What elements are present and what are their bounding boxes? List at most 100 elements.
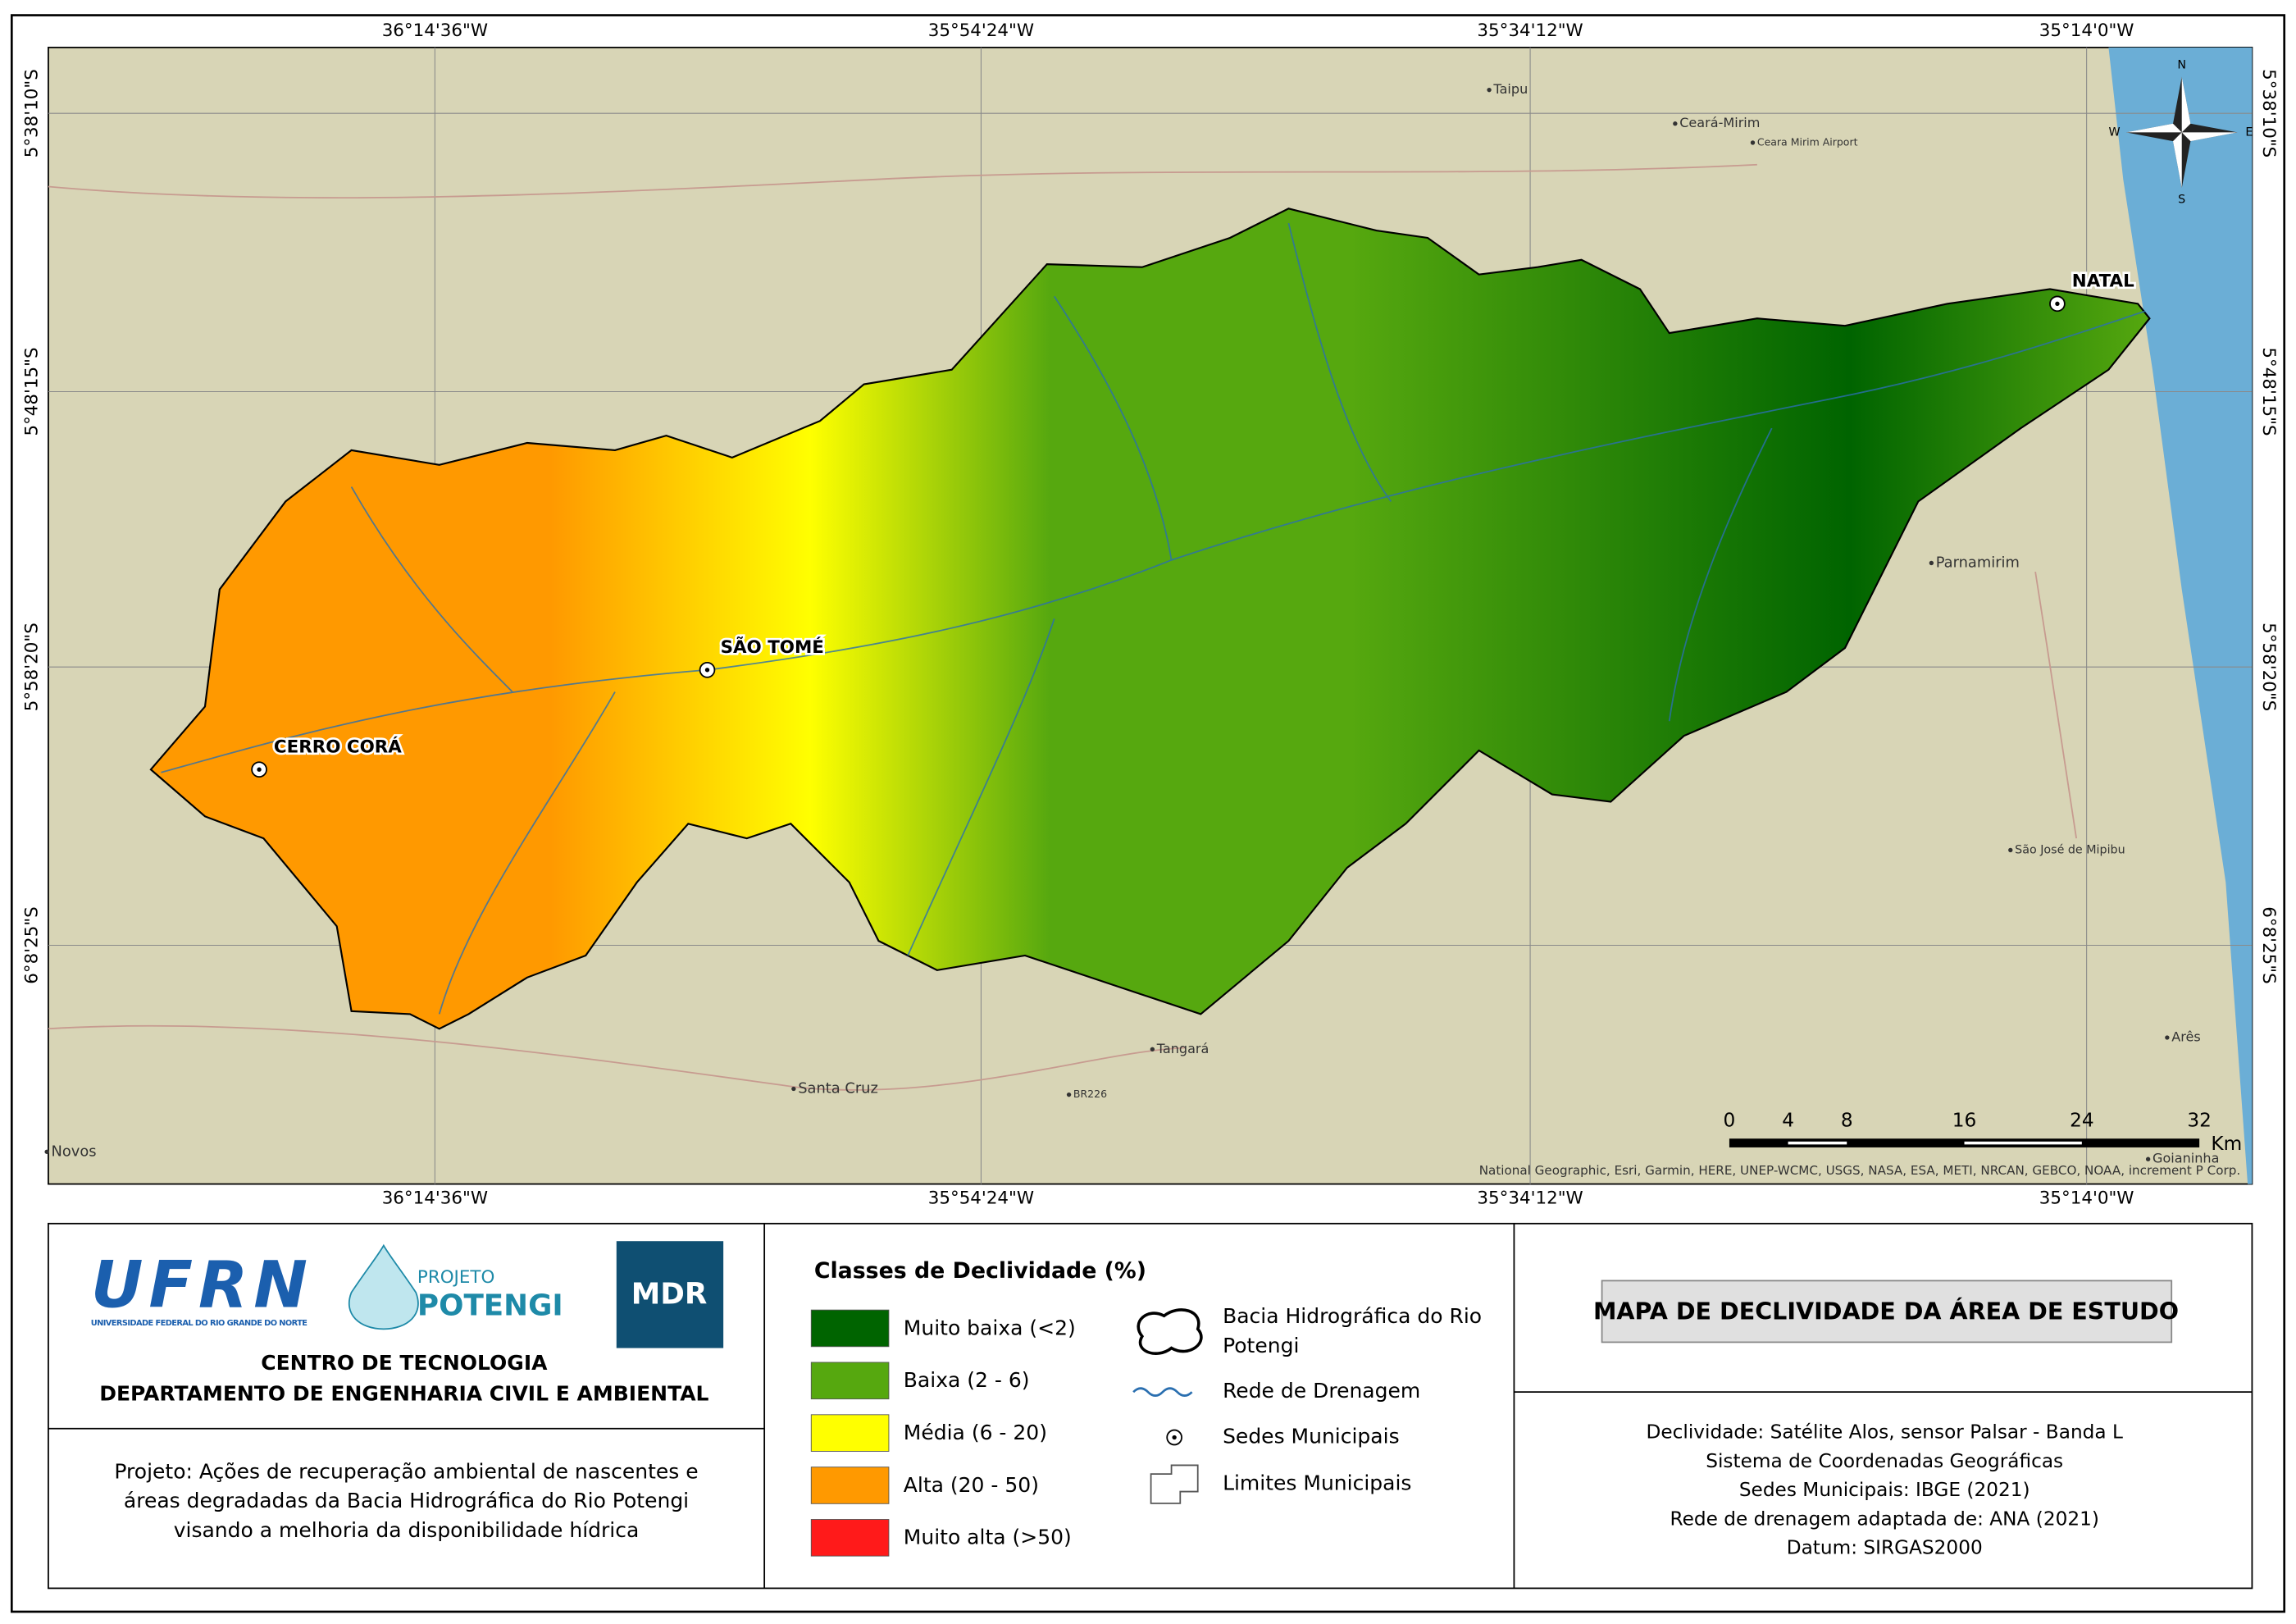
road bbox=[48, 1024, 1187, 1091]
coord-label: 6°8'25"S bbox=[21, 906, 42, 984]
mdr-label: MDR bbox=[631, 1277, 708, 1311]
place-label: Santa Cruz bbox=[798, 1080, 878, 1097]
metadata: Sistema de Coordenadas Geográficas bbox=[1706, 1450, 2063, 1472]
legend-symbol-label: Sedes Municipais bbox=[1223, 1425, 1400, 1448]
legend-swatch bbox=[810, 1309, 890, 1348]
potengi-label: PROJETO bbox=[417, 1267, 494, 1288]
place-label: Tangará bbox=[1156, 1041, 1210, 1056]
project-text: Projeto: Ações de recuperação ambiental … bbox=[114, 1461, 699, 1544]
metadata: Rede de drenagem adaptada de: ANA (2021) bbox=[1670, 1508, 2099, 1530]
river bbox=[161, 310, 2146, 773]
legend-swatch bbox=[810, 1362, 890, 1400]
coord-label: 36°14'36"W bbox=[382, 1188, 488, 1208]
coord-label: 35°34'12"W bbox=[1477, 21, 1583, 41]
compass-star bbox=[2181, 76, 2191, 133]
metadata: Sedes Municipais: IBGE (2021) bbox=[1739, 1479, 2030, 1501]
place-dot bbox=[1929, 560, 1934, 566]
legend-title: Classes de Declividade (%) bbox=[814, 1258, 1146, 1284]
drainage-symbol bbox=[1132, 1387, 1193, 1397]
seat-label: SÃO TOMÉ bbox=[721, 636, 824, 658]
river bbox=[350, 486, 513, 693]
scale-segment bbox=[1788, 1141, 1847, 1145]
limits-symbol bbox=[1150, 1464, 1199, 1504]
coord-label: 5°58'20"S bbox=[21, 623, 42, 711]
legend-label: Muito baixa (<2) bbox=[904, 1316, 1076, 1339]
project-text: Projeto: Ações de recuperação ambiental … bbox=[114, 1461, 699, 1544]
legend-swatch bbox=[810, 1414, 890, 1452]
legend-symbol-label: Bacia Hidrográfica do Rio Potengi bbox=[1223, 1305, 1483, 1359]
place-label: São José de Mipibu bbox=[2015, 843, 2125, 856]
legend-symbol-label: Bacia Hidrográfica do Rio Potengi bbox=[1223, 1305, 1483, 1359]
compass-letter: E bbox=[2245, 125, 2253, 139]
legend-symbol-label: Rede de Drenagem bbox=[1223, 1379, 1420, 1403]
place-dot bbox=[44, 1149, 49, 1154]
place-label: Novos bbox=[52, 1143, 97, 1160]
seat-marker bbox=[2055, 301, 2060, 307]
coord-label: 35°14'0"W bbox=[2039, 1188, 2134, 1208]
attribution: National Geographic, Esri, Garmin, HERE,… bbox=[1479, 1163, 2240, 1178]
place-dot bbox=[2165, 1035, 2170, 1040]
scale-label: 32 bbox=[2187, 1109, 2212, 1131]
compass-star bbox=[2181, 132, 2238, 142]
place-label: BR226 bbox=[1073, 1088, 1107, 1100]
scale-unit: Km bbox=[2211, 1133, 2242, 1155]
coord-label: 5°48'15"S bbox=[21, 347, 42, 436]
road bbox=[2034, 572, 2078, 839]
scale-segment bbox=[1964, 1141, 2082, 1145]
metadata: Declividade: Satélite Alos, sensor Palsa… bbox=[1647, 1421, 2123, 1444]
place-label: Taipu bbox=[1492, 81, 1528, 97]
place-dot bbox=[1066, 1092, 1072, 1097]
place-label: Parnamirim bbox=[1936, 554, 2020, 571]
compass-star bbox=[2173, 132, 2182, 189]
place-label: Ceará-Mirim bbox=[1679, 115, 1760, 130]
coord-label: 5°38'10"S bbox=[21, 69, 42, 157]
place-dot bbox=[1750, 140, 1756, 145]
coord-label: 5°58'20"S bbox=[2258, 623, 2279, 711]
basin bbox=[149, 208, 2151, 1030]
river bbox=[907, 618, 1055, 956]
seat-marker bbox=[257, 767, 262, 772]
compass-star bbox=[2125, 123, 2182, 133]
coord-label: 6°8'25"S bbox=[2258, 906, 2279, 984]
seat-label: CERRO CORÁ bbox=[274, 736, 402, 757]
potengi-logo: POTENGI bbox=[417, 1289, 563, 1323]
legend-label: Baixa (2 - 6) bbox=[904, 1368, 1030, 1392]
place-label: Ceara Mirim Airport bbox=[1757, 135, 1858, 148]
potengi-drop bbox=[348, 1243, 419, 1330]
seat-marker bbox=[704, 668, 710, 673]
place-dot bbox=[2008, 847, 2013, 853]
compass-letter: N bbox=[2177, 58, 2186, 71]
legend-label: Muito alta (>50) bbox=[904, 1526, 1072, 1549]
road bbox=[48, 163, 1757, 199]
coord-label: 5°38'10"S bbox=[2258, 69, 2279, 157]
seat-label: NATAL bbox=[2072, 271, 2134, 292]
coord-label: 35°34'12"W bbox=[1477, 1188, 1583, 1208]
scale-label: 16 bbox=[1952, 1109, 1977, 1131]
institution: CENTRO DE TECNOLOGIA bbox=[261, 1351, 548, 1375]
coord-label: 5°48'15"S bbox=[2258, 347, 2279, 436]
compass-rose bbox=[2125, 76, 2238, 189]
compass-letter: S bbox=[2178, 194, 2185, 207]
coord-label: 35°14'0"W bbox=[2039, 21, 2134, 41]
scale-label: 24 bbox=[2070, 1109, 2094, 1131]
legend-swatch bbox=[810, 1467, 890, 1504]
basin-symbol bbox=[1137, 1308, 1203, 1355]
seat-symbol bbox=[1172, 1435, 1177, 1440]
place-dot bbox=[1487, 87, 1492, 93]
river bbox=[1287, 222, 1392, 502]
coord-label: 35°54'24"W bbox=[928, 1188, 1034, 1208]
ufrn-logo: UFRN bbox=[91, 1248, 308, 1323]
river bbox=[1668, 427, 1773, 722]
ocean bbox=[2108, 47, 2253, 1184]
map-title: MAPA DE DECLIVIDADE DA ÁREA DE ESTUDO bbox=[1593, 1298, 2179, 1325]
place-dot bbox=[2145, 1156, 2151, 1161]
place-dot bbox=[791, 1086, 796, 1092]
title-box bbox=[1601, 1280, 2173, 1343]
institution: DEPARTAMENTO DE ENGENHARIA CIVIL E AMBIE… bbox=[99, 1382, 708, 1406]
place-label: Goianinha bbox=[2152, 1151, 2219, 1166]
legend-swatch bbox=[810, 1519, 890, 1557]
legend-symbol-label: Limites Municipais bbox=[1223, 1471, 1411, 1495]
scale-label: 0 bbox=[1724, 1109, 1736, 1131]
